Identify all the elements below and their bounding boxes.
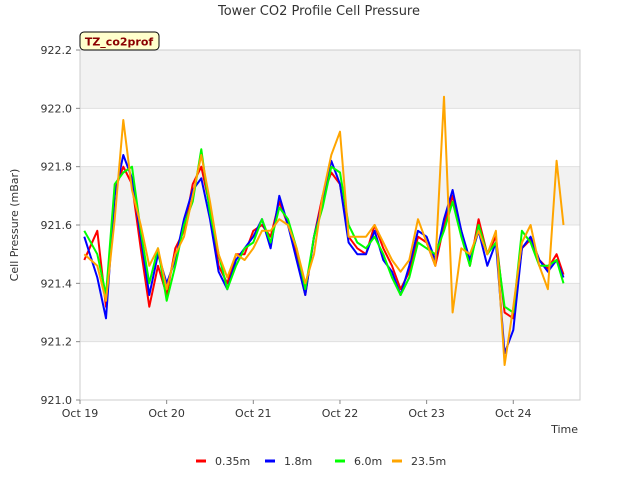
legend-label: 23.5m: [411, 455, 446, 468]
y-tick-label: 921.0: [41, 394, 73, 407]
site-badge-box: [79, 31, 160, 51]
x-tick-label: Oct 19: [62, 407, 99, 420]
legend-label: 6.0m: [354, 455, 382, 468]
y-axis: 921.0 921.2 921.4 921.6 921.8 922.0 922.2: [41, 44, 80, 407]
x-axis: Oct 19 Oct 20 Oct 21 Oct 22 Oct 23 Oct 24: [62, 400, 532, 420]
legend-label: 1.8m: [284, 455, 312, 468]
series-layer: [83, 95, 565, 366]
chart-title: Tower CO2 Profile Cell Pressure: [217, 4, 420, 19]
plot-band: [80, 50, 580, 109]
site-badge-label: TZ_co2prof: [85, 36, 154, 49]
x-tick-label: Oct 21: [235, 407, 272, 420]
legend-label: 0.35m: [215, 455, 250, 468]
y-tick-label: 922.2: [41, 44, 73, 57]
site-badge: TZ_co2prof: [79, 31, 160, 51]
x-tick-label: Oct 23: [408, 407, 445, 420]
x-tick-label: Oct 24: [495, 407, 532, 420]
plot-band: [80, 283, 580, 342]
y-tick-label: 921.2: [41, 336, 73, 349]
y-tick-label: 921.8: [41, 161, 73, 174]
y-tick-label: 922.0: [41, 102, 73, 115]
x-tick-label: Oct 22: [322, 407, 359, 420]
y-axis-label: Cell Pressure (mBar): [8, 169, 21, 282]
plot-band: [80, 341, 580, 400]
x-tick-label: Oct 20: [148, 407, 185, 420]
legend: 0.35m 1.8m 6.0m 23.5m: [196, 455, 446, 468]
series-line-23.5m: [83, 95, 565, 366]
y-tick-label: 921.6: [41, 219, 73, 232]
y-tick-label: 921.4: [41, 277, 73, 290]
x-axis-label: Time: [550, 423, 578, 436]
